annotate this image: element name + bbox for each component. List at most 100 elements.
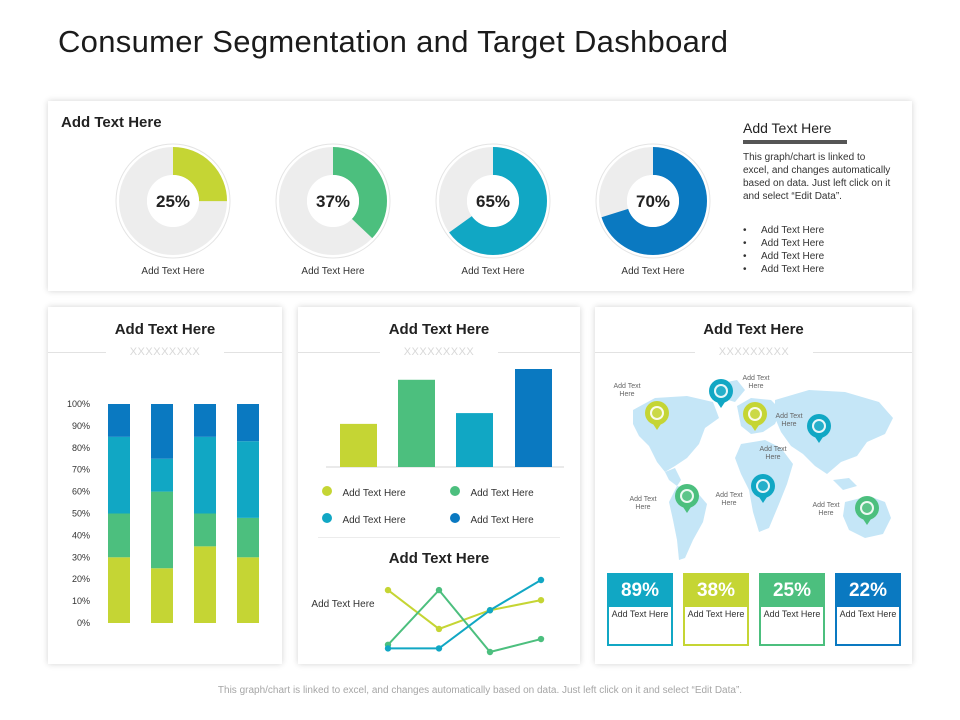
donut-panel-heading: Add Text Here (61, 114, 162, 131)
line-series (387, 588, 542, 654)
y-tick-label: 60% (72, 487, 90, 497)
stacked-bar-segment (194, 513, 216, 547)
map-pin-label: Add Text Here (715, 492, 743, 507)
stacked-bar-segment (237, 404, 259, 442)
legend-dot-icon (322, 513, 332, 523)
stat-label: Add Text Here (607, 607, 673, 646)
donut-hole (307, 175, 359, 227)
world-map-panel: Add Text Here XXXXXXXXX Add Text Here Ad… (595, 307, 912, 664)
map-pin-icon (751, 474, 775, 503)
heading-decoration: XXXXXXXXX (380, 346, 498, 358)
stacked-bar-segment (151, 404, 173, 459)
line-chart (384, 576, 545, 656)
line-point (384, 645, 392, 652)
donut-value: 25% (156, 192, 190, 211)
stacked-bar-segment (151, 568, 173, 623)
side-title-underline (743, 140, 847, 144)
stacked-bar-segment (108, 557, 130, 623)
y-tick-label: 20% (72, 574, 90, 584)
legend-dot-icon (322, 486, 332, 496)
stacked-bar-segment (108, 436, 130, 514)
stat-value: 25% (759, 573, 825, 607)
stacked-bar-segment (194, 436, 216, 514)
bullet-item: Add Text Here (743, 263, 824, 276)
donut-slice (439, 147, 547, 255)
line-point (435, 625, 443, 633)
map-pin-icon (855, 496, 879, 525)
donut-value: 37% (316, 192, 350, 211)
donut-charts: 25% 37% 65% 70% (115, 143, 711, 259)
donut-hole (147, 175, 199, 227)
y-tick-label: 40% (72, 530, 90, 540)
stat-label: Add Text Here (759, 607, 825, 646)
column-chart (326, 369, 564, 468)
map-pin-icon (709, 379, 733, 408)
bullet-item: Add Text Here (743, 224, 824, 237)
line-chart-side-label: Add Text Here (311, 599, 375, 610)
legend-item: Add Text Here (322, 510, 406, 528)
y-tick-label: 90% (72, 421, 90, 431)
map-pin-icon (675, 484, 699, 513)
column-bar (398, 379, 435, 467)
stacked-bar-segment (237, 557, 259, 623)
stacked-bar-heading: Add Text Here (114, 321, 216, 338)
donut-label: Add Text Here (461, 266, 525, 277)
donut-slice (119, 147, 227, 255)
map-pin-icon (645, 401, 669, 430)
footer-note: This graph/chart is linked to excel, and… (217, 685, 743, 696)
donut-label: Add Text Here (141, 266, 205, 277)
line-point (435, 645, 443, 652)
line-point (384, 586, 392, 594)
legend-item: Add Text Here (322, 483, 406, 501)
stacked-bar-segment (237, 517, 259, 558)
stat-value: 89% (607, 573, 673, 607)
donut-label: Add Text Here (621, 266, 685, 277)
line-series (387, 589, 542, 631)
stat-label: Add Text Here (683, 607, 749, 646)
line-point (486, 607, 494, 614)
line-point (537, 635, 545, 643)
y-tick-label: 50% (72, 509, 90, 519)
side-title: Add Text Here (743, 120, 832, 136)
column-bar (340, 423, 377, 467)
map-pin-icon (807, 414, 831, 443)
stacked-bar-chart: 0% 10% 20% 30% 40% 50% 60% 70% 80% 90% 100% (67, 399, 259, 628)
stacked-bar-segment (108, 513, 130, 558)
stat-value: 22% (835, 573, 901, 607)
line-point (537, 596, 545, 604)
y-tick-label: 10% (72, 596, 90, 606)
stacked-bar-segment (151, 491, 173, 569)
line-series (388, 579, 542, 650)
donut-value: 70% (636, 192, 670, 211)
donut-value: 65% (476, 192, 510, 211)
y-tick-label: 100% (67, 399, 90, 409)
y-tick-label: 80% (72, 443, 90, 453)
legend-item: Add Text Here (450, 510, 534, 528)
stacked-bar-segment (194, 404, 216, 437)
map-pin-label: Add Text Here (812, 502, 840, 517)
heading-decoration: XXXXXXXXX (106, 346, 224, 358)
donut-slice (279, 147, 387, 255)
y-tick-label: 0% (77, 618, 90, 628)
stacked-bar-segment (237, 441, 259, 518)
map-pin-icon (743, 402, 767, 431)
line-point (435, 586, 443, 594)
column-line-panel: Add Text Here XXXXXXXXX Add Text Here Ad… (298, 307, 580, 664)
stacked-bar-segment (151, 458, 173, 492)
page-title: Consumer Segmentation and Target Dashboa… (58, 24, 729, 59)
legend-item: Add Text Here (450, 483, 534, 501)
stacked-bar-segment (194, 546, 216, 623)
line-chart-heading: Add Text Here (388, 550, 490, 567)
heading-decoration: XXXXXXXXX (695, 346, 813, 358)
line-point (486, 648, 494, 656)
y-tick-label: 30% (72, 552, 90, 562)
donut-label: Add Text Here (301, 266, 365, 277)
bullet-item: Add Text Here (743, 250, 824, 263)
donut-slice (599, 147, 707, 255)
stacked-bar-segment (108, 404, 130, 437)
stat-value: 38% (683, 573, 749, 607)
stacked-bar-panel: Add Text Here XXXXXXXXX 0% 10% 20% 30% 40% 50… (48, 307, 282, 664)
side-bullets: Add Text Here Add Text Here Add Text Her… (743, 224, 824, 276)
column-bar (456, 413, 493, 467)
donut-hole (467, 175, 519, 227)
